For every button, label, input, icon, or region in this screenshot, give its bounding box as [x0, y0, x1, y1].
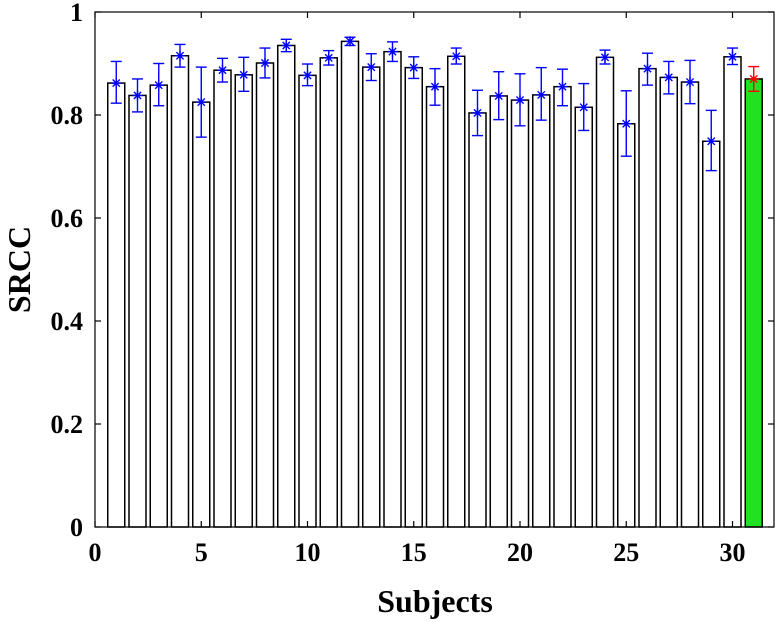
- marker-subject-1: [111, 78, 122, 89]
- marker-subject-10: [302, 70, 313, 81]
- bar-subject-20: [510, 99, 530, 528]
- y-axis-ticks: 0 0.2 0.4 0.6 0.8 1: [51, 0, 774, 542]
- x-tick-label-0: 0: [89, 538, 102, 567]
- bar-subject-22: [553, 85, 572, 528]
- bar-subject-25: [617, 123, 636, 528]
- bar-subject-16: [425, 85, 445, 528]
- marker-subject-16: [430, 81, 440, 92]
- marker-subject-6: [217, 65, 228, 76]
- bar-subject-15: [404, 66, 423, 528]
- marker-subject-17: [451, 51, 462, 62]
- bar-subject-12: [340, 40, 360, 528]
- marker-subject-30: [727, 51, 738, 62]
- bar-subject-6: [213, 69, 232, 528]
- marker-subject-27: [663, 72, 674, 83]
- marker-subject-9: [281, 40, 292, 51]
- bar-subject-30: [723, 56, 742, 528]
- marker-subject-20: [515, 95, 525, 106]
- bar-subject-27: [659, 76, 678, 528]
- error-bars-layer: [110, 36, 760, 172]
- x-tick-label-20: 20: [507, 538, 533, 567]
- marker-subject-28: [685, 77, 695, 88]
- plot-frame: [94, 11, 775, 528]
- x-tick-label-5: 5: [195, 538, 208, 567]
- bar-subject-18: [468, 112, 487, 528]
- bar-subject-14: [383, 50, 402, 528]
- bar-subject-1: [107, 82, 126, 528]
- bar-subject-29: [702, 140, 721, 528]
- y-tick-label-1: 1: [70, 0, 83, 27]
- marker-subject-12: [345, 36, 355, 47]
- bar-subject-3: [149, 84, 168, 528]
- x-tick-label-10: 10: [295, 538, 321, 567]
- marker-subject-25: [621, 118, 632, 129]
- y-tick-label-0.2: 0.2: [51, 410, 84, 439]
- bar-subject-19: [489, 95, 508, 528]
- bar-subject-26: [638, 67, 657, 528]
- bar-subject-21: [532, 94, 551, 528]
- marker-subject-8: [260, 57, 270, 68]
- marker-subject-13: [366, 62, 377, 73]
- marker-subject-5: [196, 97, 207, 108]
- y-tick-label-0.8: 0.8: [51, 101, 84, 130]
- axes: [94, 11, 775, 528]
- bar-subject-17: [447, 55, 466, 528]
- bars-layer: [107, 40, 763, 528]
- y-axis-label: SRCC: [1, 226, 37, 313]
- bar-subject-13: [362, 66, 381, 528]
- x-tick-label-30: 30: [720, 538, 746, 567]
- y-tick-label-0: 0: [70, 513, 83, 542]
- marker-subject-31: [748, 73, 759, 84]
- marker-subject-22: [557, 81, 568, 92]
- marker-subject-24: [600, 52, 610, 63]
- marker-subject-29: [706, 136, 717, 147]
- marker-subject-19: [493, 90, 504, 101]
- x-tick-label-15: 15: [401, 538, 427, 567]
- bar-subject-10: [298, 74, 317, 528]
- bar-subject-7: [234, 74, 253, 528]
- marker-subject-15: [408, 62, 419, 73]
- marker-subject-2: [132, 90, 143, 101]
- bar-subject-23: [574, 106, 593, 528]
- y-tick-label-0.6: 0.6: [51, 204, 84, 233]
- bar-subject-2: [128, 94, 147, 528]
- bar-subject-11: [319, 57, 338, 528]
- marker-subject-4: [175, 50, 185, 61]
- x-tick-label-25: 25: [613, 538, 639, 567]
- marker-subject-21: [536, 89, 547, 100]
- bar-subject-31: [744, 78, 763, 528]
- marker-subject-3: [153, 80, 164, 91]
- marker-subject-18: [472, 107, 483, 118]
- y-tick-label-0.4: 0.4: [51, 307, 84, 336]
- marker-subject-14: [387, 46, 398, 57]
- bar-subject-5: [192, 101, 211, 528]
- x-axis-label: Subjects: [377, 583, 493, 619]
- bar-subject-24: [595, 56, 615, 528]
- bar-subject-8: [255, 62, 275, 528]
- bar-subject-4: [170, 55, 190, 528]
- marker-subject-11: [323, 52, 334, 63]
- marker-subject-26: [642, 63, 653, 74]
- marker-subject-23: [578, 102, 589, 113]
- bar-subject-28: [680, 81, 700, 528]
- bar-subject-9: [277, 44, 296, 528]
- x-axis-ticks: 0 5 10 15 20 25 30: [89, 12, 746, 567]
- marker-subject-7: [238, 69, 249, 80]
